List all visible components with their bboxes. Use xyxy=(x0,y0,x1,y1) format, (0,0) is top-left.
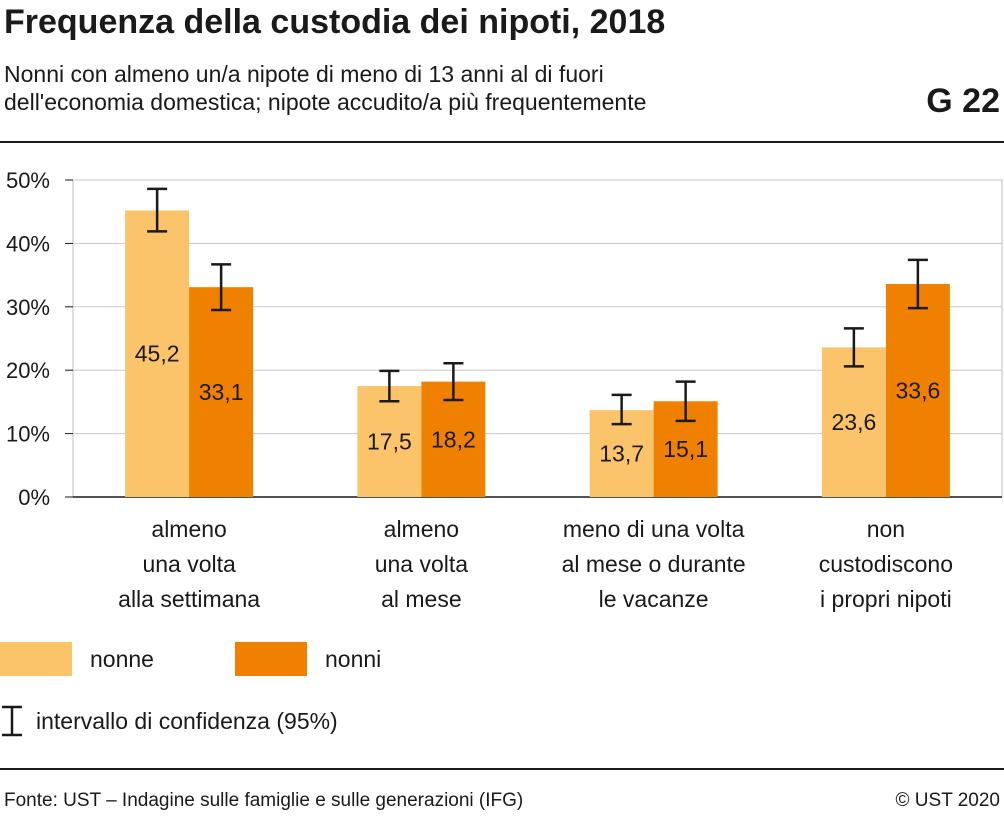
data-label-nonne: 23,6 xyxy=(831,409,876,435)
x-category-label: una volta xyxy=(375,551,469,577)
x-category-label: le vacanze xyxy=(599,586,709,612)
data-label-nonne: 17,5 xyxy=(367,429,412,455)
bar-nonni xyxy=(189,287,254,497)
y-tick-label: 30% xyxy=(6,295,50,320)
x-category-label: non xyxy=(867,516,905,542)
chart-code: G 22 xyxy=(926,82,1000,120)
legend-label-nonne: nonne xyxy=(90,645,154,672)
legend-label-nonni: nonni xyxy=(325,645,382,672)
legend-item-confidence-interval: intervallo di confidenza (95%) xyxy=(0,704,338,738)
x-axis: almeno una volta alla settimana almeno una v… xyxy=(118,516,953,612)
error-bars xyxy=(147,187,928,426)
x-category-label: i propri nipoti xyxy=(820,586,952,612)
subtitle-line-2: dell'economia domestica; nipote accudito… xyxy=(4,89,647,115)
x-category-label: custodiscono xyxy=(819,551,953,577)
bar-nonni xyxy=(885,283,950,497)
data-label-nonni: 33,6 xyxy=(895,377,940,403)
data-label-nonne: 45,2 xyxy=(135,341,180,367)
bottom-divider xyxy=(0,768,1004,770)
legend-swatch-nonni xyxy=(235,642,307,676)
source-note: Fonte: UST – Indagine sulle famiglie e s… xyxy=(4,790,524,811)
y-tick-label: 10% xyxy=(6,422,50,447)
x-category-label: alla settimana xyxy=(118,586,260,612)
bar-chart: 0% 10% 20% 30% 40% 50% 45,2 33,1 17,5 18,2 13,7 15… xyxy=(6,168,1003,612)
top-divider xyxy=(0,141,1004,143)
legend-label-confidence-interval: intervallo di confidenza (95%) xyxy=(36,707,338,734)
x-category-label: al mese xyxy=(381,586,462,612)
bar-nonne xyxy=(821,347,886,497)
y-axis: 0% 10% 20% 30% 40% 50% xyxy=(6,168,1002,510)
x-category-label: almeno xyxy=(151,516,226,542)
y-tick-label: 0% xyxy=(18,485,50,510)
chart-subtitle: Nonni con almeno un/a nipote di meno di … xyxy=(4,60,884,116)
x-category-label: al mese o durante xyxy=(562,551,746,577)
bar-nonne xyxy=(357,386,422,497)
legend-swatch-nonne xyxy=(0,642,72,676)
y-tick-label: 40% xyxy=(6,231,50,256)
data-label-nonni: 18,2 xyxy=(431,426,476,452)
bar-nonne xyxy=(125,210,190,497)
y-tick-label: 20% xyxy=(6,358,50,383)
legend-item-nonni: nonni xyxy=(235,642,381,676)
y-tick-label: 50% xyxy=(6,168,50,193)
bars xyxy=(125,210,950,497)
chart-title: Frequenza della custodia dei nipoti, 201… xyxy=(4,3,666,41)
data-label-nonni: 15,1 xyxy=(663,436,708,462)
data-label-nonni: 33,1 xyxy=(199,379,244,405)
x-category-label: almeno xyxy=(384,516,459,542)
data-label-nonne: 13,7 xyxy=(599,441,644,467)
legend-item-nonne: nonne xyxy=(0,642,154,676)
x-category-label: meno di una volta xyxy=(563,516,745,542)
confidence-interval-icon xyxy=(2,705,22,737)
x-category-label: una volta xyxy=(142,551,236,577)
value-labels: 45,2 33,1 17,5 18,2 13,7 15,1 23,6 33,6 xyxy=(135,341,941,467)
copyright-note: © UST 2020 xyxy=(895,790,1000,811)
subtitle-line-1: Nonni con almeno un/a nipote di meno di … xyxy=(4,61,604,87)
